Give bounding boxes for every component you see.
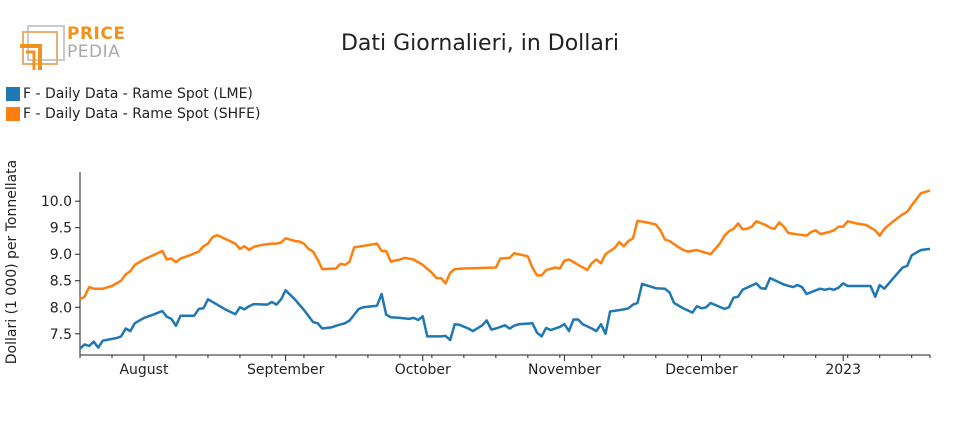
logo-mark-icon	[20, 25, 65, 70]
y-axis-label: Dollari (1 000) per Tonnellata	[4, 160, 20, 364]
chart-axes: 7.5 8.0 8.5 9.0 9.5 10.0 August September Octobe…	[41, 172, 931, 378]
legend-swatch-lme	[6, 87, 20, 101]
legend-label-shfe: F - Daily Data - Rame Spot (SHFE)	[23, 106, 261, 122]
legend-swatch-shfe	[6, 107, 20, 121]
x-tick-label: September	[247, 362, 325, 378]
x-tick-label: August	[119, 362, 169, 378]
legend-item-shfe[interactable]: F - Daily Data - Rame Spot (SHFE)	[6, 104, 260, 124]
pricepedia-logo: PRICE PEDIA	[18, 24, 138, 74]
y-tick-label: 9.0	[50, 247, 72, 263]
x-tick-label: December	[665, 362, 738, 378]
x-tick-label: October	[395, 362, 451, 378]
chart-title: Dati Giornalieri, in Dollari	[340, 31, 620, 56]
series-line-shfe	[79, 189, 931, 301]
x-tick-label: November	[528, 362, 601, 378]
y-tick-label: 9.5	[50, 221, 72, 237]
y-tick-label: 10.0	[41, 194, 72, 210]
logo-text-bottom: PEDIA	[67, 42, 121, 62]
y-tick-label: 8.0	[50, 300, 72, 316]
logo-text-top: PRICE	[67, 24, 126, 44]
x-tick-label: 2023	[825, 362, 861, 378]
chart-lines	[79, 189, 931, 350]
legend-label-lme: F - Daily Data - Rame Spot (LME)	[23, 86, 253, 102]
y-tick-label: 7.5	[50, 327, 72, 343]
y-tick-label: 8.5	[50, 274, 72, 290]
legend-item-lme[interactable]: F - Daily Data - Rame Spot (LME)	[6, 84, 260, 104]
series-line-lme	[79, 247, 931, 350]
chart-legend: F - Daily Data - Rame Spot (LME) F - Dai…	[6, 84, 260, 124]
